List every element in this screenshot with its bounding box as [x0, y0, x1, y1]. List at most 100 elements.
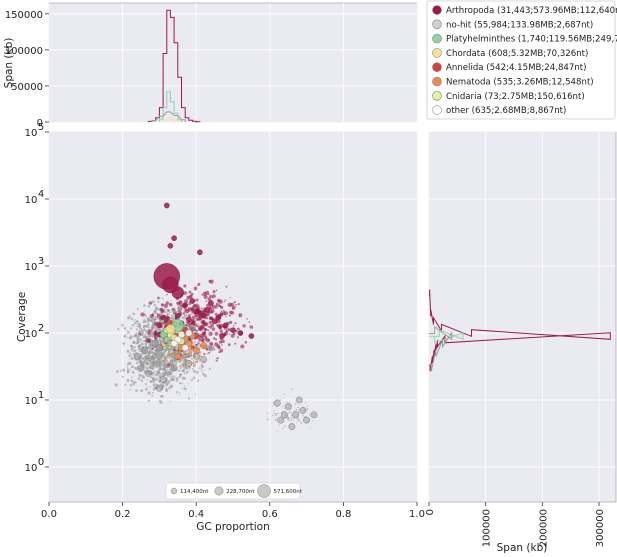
cloud-point [162, 385, 164, 387]
cloud-point [126, 330, 129, 333]
size-legend-marker [257, 484, 271, 498]
x-tick-label: 0.2 [115, 509, 131, 520]
cloud-point [168, 361, 170, 363]
cloud-point [211, 304, 215, 308]
cloud-point [193, 343, 195, 345]
scatter-point [277, 416, 285, 424]
cloud-point [227, 302, 232, 307]
cloud-point [228, 333, 231, 335]
legend: Arthropoda (31,443;573.96MB;112,640nt) no… [426, 0, 617, 120]
cloud-point [149, 366, 152, 370]
cloud-point [134, 321, 137, 325]
legend-marker [432, 91, 442, 101]
cloud-point [165, 363, 167, 366]
cloud-point [296, 423, 298, 425]
cloud-point [296, 420, 299, 423]
cloud-point [207, 329, 210, 332]
cloud-point [143, 325, 145, 327]
cloud-point [144, 334, 146, 337]
cloud-point [134, 334, 137, 338]
cloud-point [130, 344, 133, 348]
cloud-point [137, 348, 140, 351]
cloud-point [273, 409, 275, 411]
cloud-point [286, 401, 288, 403]
cloud-point [227, 343, 231, 347]
legend-label: other (635;2.68MB;8,867nt) [446, 106, 566, 116]
cloud-point [137, 334, 139, 336]
cloud-point [188, 290, 192, 294]
cloud-point [149, 386, 151, 388]
cloud-point [131, 365, 134, 369]
cloud-point [164, 360, 167, 363]
cloud-point [197, 361, 199, 364]
cloud-point [169, 354, 171, 357]
x-tick-label: 0.4 [188, 509, 204, 520]
cloud-point [207, 326, 210, 328]
cloud-point [195, 343, 198, 346]
cloud-point [274, 413, 276, 415]
cloud-point [200, 368, 203, 370]
scatter-point [189, 298, 196, 304]
cloud-point [181, 382, 183, 385]
scatter-point [174, 352, 182, 360]
cloud-point [225, 299, 227, 301]
cloud-point [200, 335, 203, 338]
top-hist-arthropoda [147, 9, 201, 123]
cloud-point [216, 319, 221, 324]
cloud-point [205, 300, 208, 302]
cloud-point [162, 358, 165, 360]
cloud-point [170, 371, 173, 374]
cloud-point [208, 331, 213, 336]
scatter-point [288, 423, 296, 430]
cloud-point [144, 357, 148, 361]
cloud-point [304, 401, 307, 403]
cloud-point [225, 315, 227, 318]
cloud-point [176, 301, 179, 304]
cloud-point [158, 329, 160, 331]
cloud-point [153, 366, 155, 368]
cloud-point [277, 413, 279, 415]
cloud-point [169, 369, 171, 371]
size-legend-label: 228,700nt [226, 489, 255, 495]
cloud-point [234, 342, 237, 345]
scatter-point [208, 300, 214, 306]
legend-label: no-hit (55,984;133.98MB;2,687nt) [446, 20, 593, 30]
cloud-point [130, 357, 134, 360]
cloud-point [152, 371, 155, 375]
cloud-point [242, 324, 246, 328]
cloud-point [150, 375, 153, 379]
cloud-point [191, 367, 194, 370]
cloud-point [145, 335, 148, 338]
cloud-point [128, 361, 132, 365]
cloud-point [172, 309, 176, 313]
top-histogram: 0 50000 100000 150000 Span (kb) [3, 2, 418, 129]
legend-marker [432, 19, 442, 30]
cloud-point [151, 332, 154, 335]
cloud-point [185, 366, 189, 370]
cloud-point [182, 364, 185, 368]
cloud-point [130, 317, 133, 321]
scatter-point [189, 324, 196, 332]
cloud-point [132, 381, 135, 383]
cloud-point [163, 350, 166, 354]
scatter-point [248, 333, 255, 339]
cloud-point [185, 372, 188, 374]
scatter-point [185, 316, 192, 323]
cloud-point [126, 371, 130, 374]
cloud-point [279, 399, 281, 401]
cloud-point [128, 354, 131, 357]
cloud-point [190, 349, 192, 351]
cloud-point [147, 353, 150, 356]
cloud-point [156, 328, 159, 331]
cloud-point [147, 385, 149, 388]
cloud-point [204, 338, 207, 341]
cloud-point [140, 379, 144, 382]
cloud-point [137, 340, 140, 344]
cloud-point [181, 355, 184, 358]
cloud-point [218, 299, 223, 304]
cloud-point [236, 336, 239, 339]
cloud-point [216, 359, 218, 362]
cloud-point [135, 328, 139, 331]
cloud-point [160, 394, 164, 398]
cloud-point [240, 344, 245, 349]
